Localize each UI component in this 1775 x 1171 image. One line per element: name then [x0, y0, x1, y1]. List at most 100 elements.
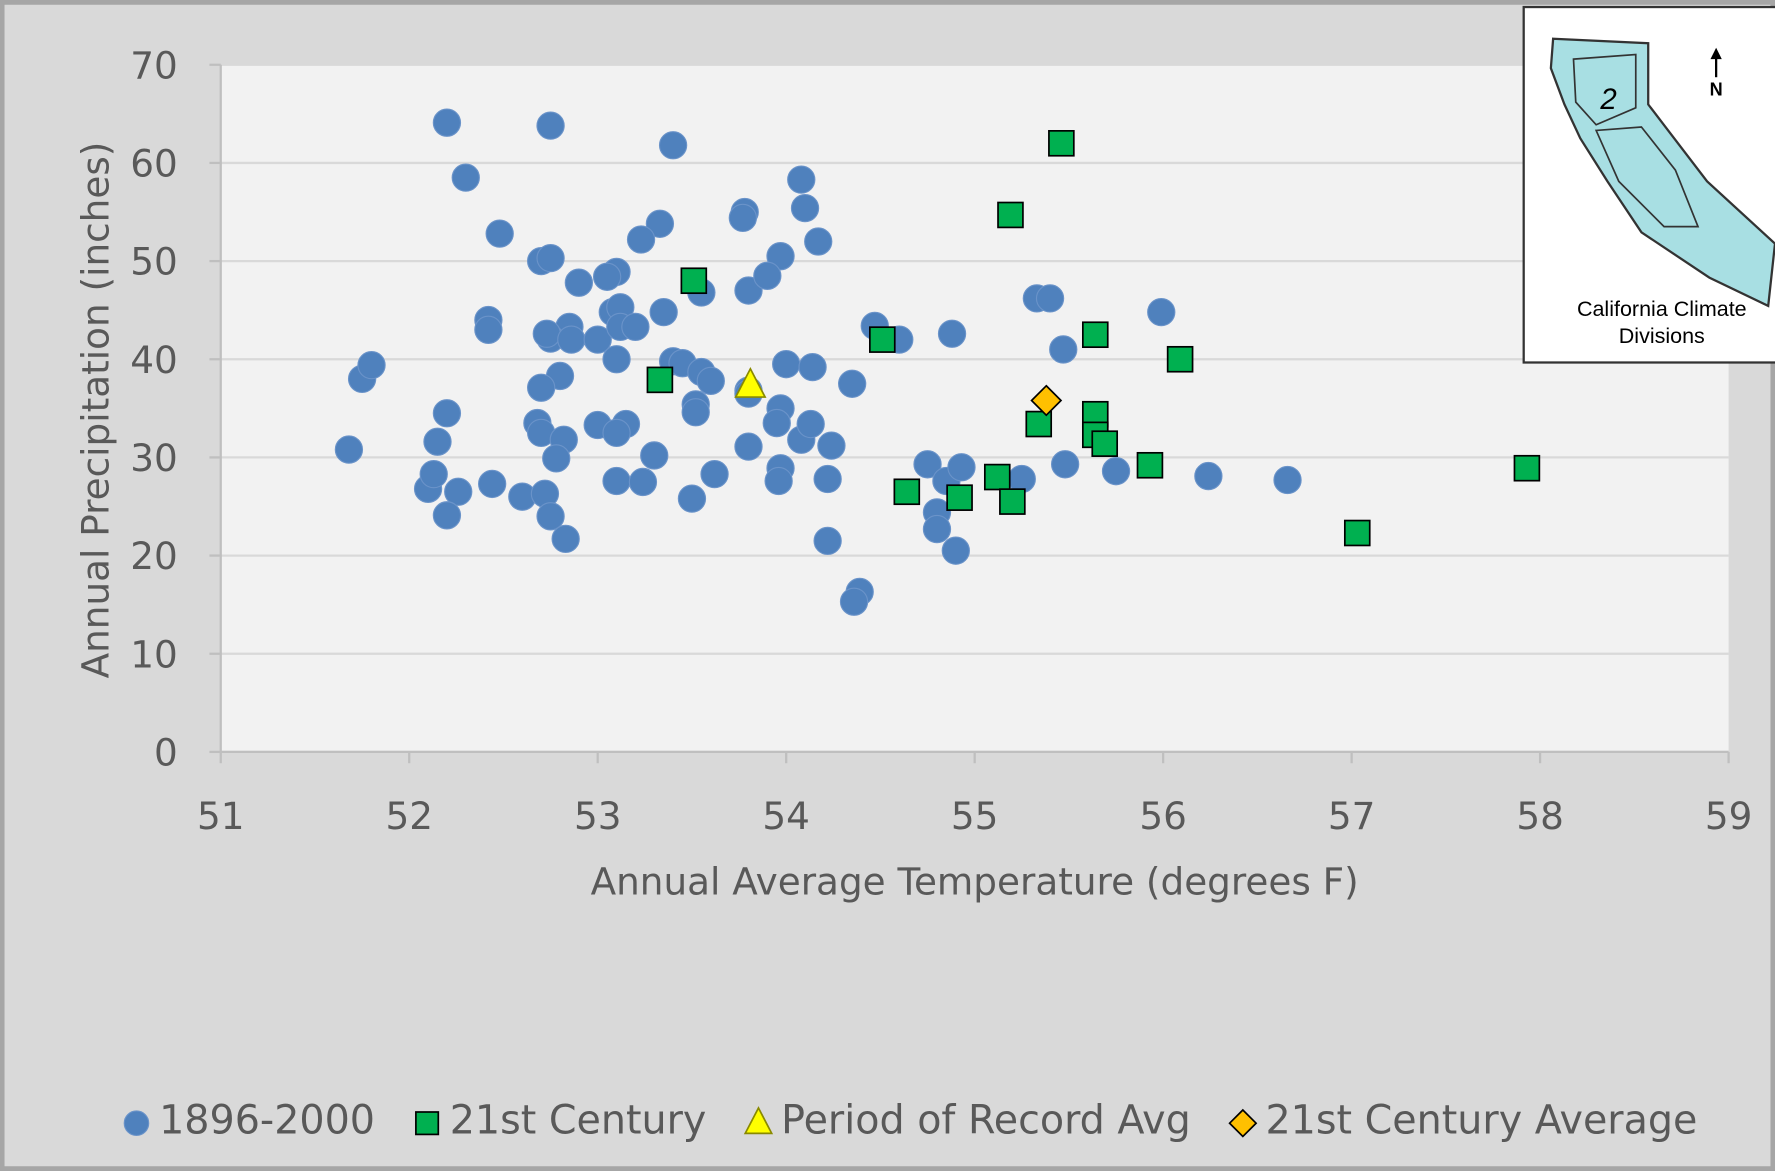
- point: [1194, 461, 1223, 491]
- point: [696, 366, 725, 396]
- point: [419, 459, 448, 489]
- division-number: 2: [1599, 83, 1616, 116]
- point: [1025, 410, 1053, 438]
- point: [839, 587, 869, 616]
- point: [728, 203, 757, 233]
- point: [1513, 454, 1541, 482]
- point: [796, 409, 825, 439]
- point: [922, 514, 952, 544]
- legend-marker: [415, 1111, 440, 1136]
- point: [583, 325, 612, 354]
- point: [947, 453, 976, 482]
- point: [423, 427, 452, 456]
- x-tick-label: 51: [197, 794, 245, 838]
- y-tick-label: 20: [130, 534, 178, 578]
- point: [1147, 297, 1176, 327]
- point: [527, 373, 556, 402]
- inset-caption: California Climate: [1577, 297, 1747, 321]
- point: [640, 441, 669, 470]
- point: [680, 267, 708, 295]
- point: [602, 418, 631, 448]
- point: [946, 484, 973, 511]
- point: [645, 209, 675, 238]
- legend-text: 21st Century: [450, 1098, 707, 1144]
- point: [817, 431, 846, 460]
- point: [1273, 465, 1302, 495]
- point: [474, 315, 503, 344]
- point: [798, 352, 827, 382]
- point: [1049, 335, 1078, 364]
- point: [557, 325, 586, 354]
- y-tick-label: 60: [130, 142, 178, 186]
- x-tick-label: 53: [574, 794, 622, 838]
- point: [813, 464, 842, 494]
- point: [626, 225, 656, 254]
- point: [997, 201, 1024, 229]
- point: [913, 450, 942, 479]
- point: [766, 242, 795, 271]
- point: [1050, 450, 1080, 479]
- division-lines: [1572, 53, 1700, 228]
- point: [536, 111, 565, 140]
- x-tick-label: 55: [951, 794, 999, 838]
- y-axis-title: Annual Precipitation (inches): [74, 142, 118, 679]
- point: [1091, 430, 1119, 457]
- point: [1136, 451, 1164, 479]
- point: [937, 319, 967, 348]
- point: [357, 350, 386, 380]
- y-tick-label: 50: [130, 240, 178, 284]
- point: [432, 399, 462, 428]
- x-tick-label: 52: [385, 794, 433, 838]
- x-axis-title: Annual Average Temperature (degrees F): [591, 860, 1359, 904]
- point: [621, 312, 650, 342]
- point: [602, 345, 631, 374]
- point: [941, 536, 970, 565]
- point: [753, 261, 782, 290]
- point: [646, 366, 674, 394]
- point: [764, 466, 793, 496]
- point: [790, 193, 820, 223]
- california-shape: [1549, 37, 1775, 308]
- point: [677, 484, 707, 513]
- point: [681, 398, 710, 427]
- point: [734, 366, 767, 398]
- legend-marker: [743, 1106, 774, 1135]
- point: [1166, 345, 1194, 373]
- y-tick-label: 30: [130, 436, 178, 480]
- point: [787, 165, 816, 194]
- legend-marker: [1228, 1108, 1258, 1138]
- point: [804, 227, 833, 256]
- point: [1030, 384, 1063, 417]
- point: [1101, 457, 1131, 486]
- inset-map: 2 N California Climate Divisions: [1522, 5, 1775, 364]
- point: [762, 408, 791, 438]
- y-tick-label: 40: [130, 338, 178, 382]
- point: [536, 502, 565, 531]
- point: [334, 435, 364, 464]
- point: [1081, 321, 1109, 349]
- point: [628, 467, 658, 497]
- point: [983, 463, 1011, 491]
- north-label: N: [1710, 79, 1723, 99]
- point: [1343, 519, 1371, 547]
- point: [734, 276, 763, 305]
- x-tick-label: 59: [1705, 794, 1753, 838]
- north-arrowhead: [1710, 47, 1722, 60]
- point: [734, 432, 763, 461]
- x-tick-label: 57: [1328, 794, 1376, 838]
- x-tick-label: 56: [1139, 794, 1187, 838]
- point: [893, 478, 921, 506]
- x-tick-label: 54: [762, 794, 810, 838]
- point: [1048, 130, 1075, 157]
- point: [478, 469, 507, 499]
- point: [838, 369, 867, 398]
- point: [532, 319, 561, 348]
- point: [432, 108, 462, 137]
- point: [551, 524, 580, 554]
- x-tick-label: 58: [1516, 794, 1564, 838]
- point: [658, 131, 688, 160]
- point: [485, 219, 514, 248]
- point: [602, 466, 631, 496]
- point: [700, 459, 729, 489]
